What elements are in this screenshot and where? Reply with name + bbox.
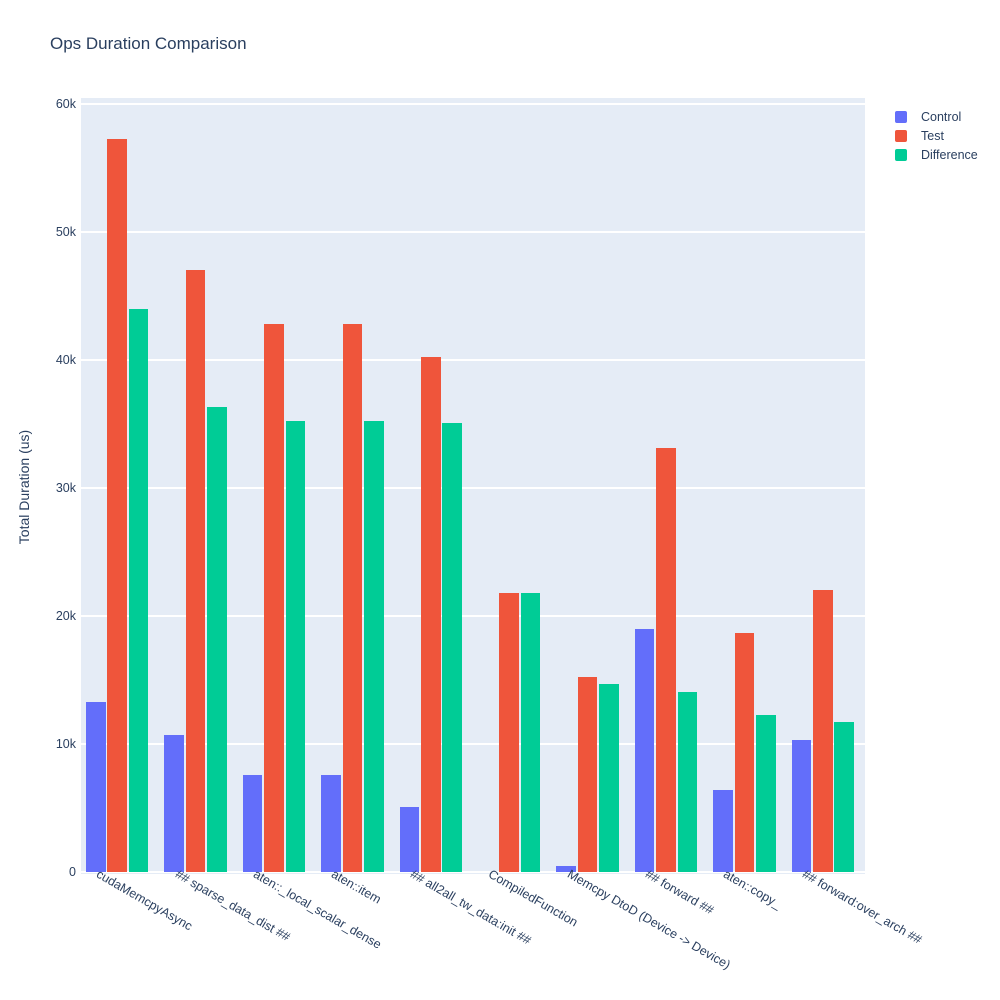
x-tick-label-7: ## forward ##: [642, 867, 717, 918]
legend-swatch-difference: [895, 148, 907, 161]
bar-difference-9[interactable]: [834, 722, 854, 872]
bar-control-3[interactable]: [321, 774, 341, 872]
legend-swatch-control: [895, 110, 907, 123]
gridline-0: [81, 871, 865, 873]
bar-difference-0[interactable]: [128, 308, 149, 872]
bar-difference-6[interactable]: [599, 683, 619, 872]
gridline-10k: [81, 743, 865, 745]
bar-test-7[interactable]: [656, 448, 676, 872]
bar-difference-5[interactable]: [520, 592, 541, 872]
bar-control-4[interactable]: [399, 806, 420, 872]
y-tick-label-40k: 40k: [55, 353, 76, 367]
bar-test-1[interactable]: [185, 270, 206, 872]
bar-test-9[interactable]: [813, 590, 833, 872]
bar-control-8[interactable]: [713, 790, 733, 872]
legend-swatch-test: [895, 129, 907, 142]
bar-control-1[interactable]: [164, 735, 184, 872]
legend-label: Control: [921, 109, 962, 124]
bar-difference-1[interactable]: [207, 407, 227, 872]
bar-test-4[interactable]: [421, 357, 441, 872]
bar-difference-7[interactable]: [677, 691, 698, 872]
bar-control-7[interactable]: [634, 628, 655, 872]
bar-control-0[interactable]: [86, 701, 106, 872]
y-tick-label-20k: 20k: [55, 609, 76, 623]
y-tick-label-10k: 10k: [55, 737, 76, 751]
bar-difference-4[interactable]: [442, 422, 462, 872]
gridline-30k: [81, 487, 865, 489]
legend-item-difference[interactable]: Difference: [895, 145, 978, 164]
y-tick-label-60k: 60k: [55, 97, 76, 111]
bar-test-8[interactable]: [734, 632, 755, 872]
y-tick-label-0: 0: [69, 865, 76, 879]
bar-test-3[interactable]: [342, 323, 363, 872]
plot-area: [81, 98, 865, 874]
bar-control-6[interactable]: [556, 865, 576, 872]
legend-label: Test: [921, 128, 944, 143]
bar-difference-3[interactable]: [364, 420, 384, 872]
bar-test-6[interactable]: [577, 677, 598, 872]
legend: Control Test Difference: [895, 107, 978, 164]
x-tick-label-2: aten::_local_scalar_dense: [250, 867, 384, 952]
legend-label: Difference: [921, 147, 978, 162]
gridline-20k: [81, 615, 865, 617]
bar-test-5[interactable]: [499, 592, 519, 872]
bar-test-2[interactable]: [264, 323, 284, 872]
gridline-50k: [81, 231, 865, 233]
gridline-60k: [81, 103, 865, 105]
bar-difference-2[interactable]: [285, 420, 306, 872]
y-tick-label-30k: 30k: [55, 481, 76, 495]
x-axis: cudaMemcpyAsync ## sparse_data_dist ## ate…: [81, 867, 924, 998]
y-tick-label-50k: 50k: [55, 225, 76, 239]
legend-item-test[interactable]: Test: [895, 126, 978, 145]
gridline-40k: [81, 359, 865, 361]
legend-item-control[interactable]: Control: [895, 107, 978, 126]
x-tick-label-9: ## forward:over_arch ##: [799, 867, 925, 947]
y-axis: 0 10k 20k 30k 40k 50k 60k: [0, 97, 76, 879]
bar-control-2[interactable]: [242, 774, 263, 872]
chart-title: Ops Duration Comparison: [50, 34, 247, 53]
bar-test-0[interactable]: [107, 138, 127, 872]
bar-control-9[interactable]: [791, 740, 812, 872]
bar-difference-8[interactable]: [756, 714, 776, 872]
